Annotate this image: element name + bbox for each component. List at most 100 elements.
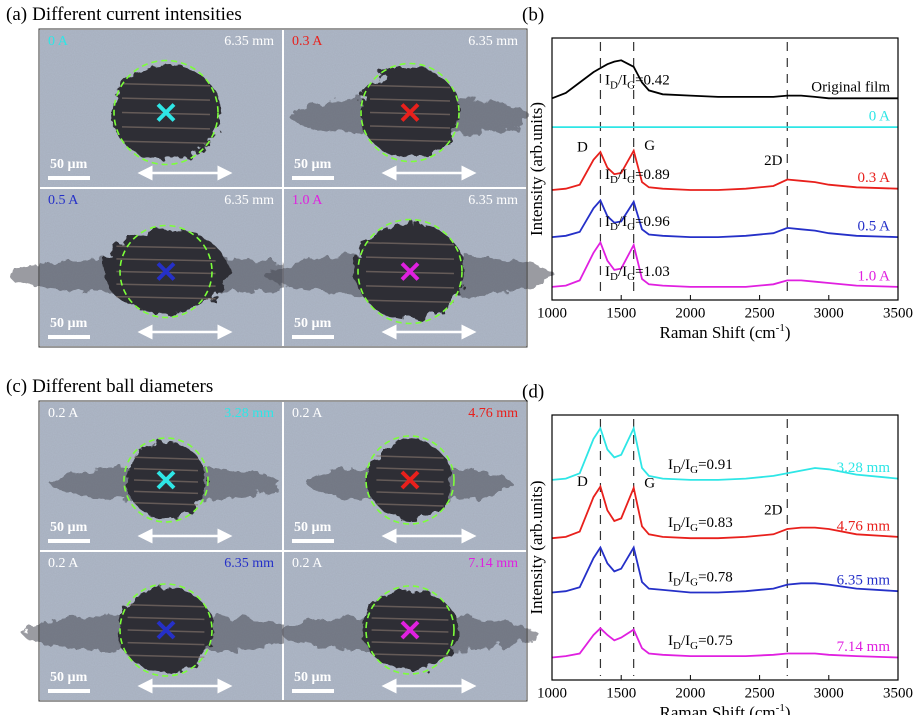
current-label: 0.2 A — [292, 556, 323, 571]
center-cross — [156, 262, 176, 281]
scar-streak — [371, 641, 449, 645]
scar-streak — [116, 245, 216, 250]
panel-title-text: Different current intensities — [32, 4, 242, 25]
diameter-label: 6.35 mm — [224, 556, 274, 571]
scar-streak — [133, 490, 199, 495]
ratio-text: = — [635, 215, 643, 231]
scar-streak — [376, 455, 444, 459]
x-axis-label: Raman Shift (cm-1) — [660, 702, 791, 715]
panel-title: (a) Different current intensities — [6, 4, 242, 25]
diameter-label: 3.28 mm — [224, 406, 274, 421]
ratio-text: = — [635, 264, 643, 280]
scar-streak — [127, 604, 205, 608]
scar-streak — [376, 491, 444, 495]
scar-streak — [365, 299, 455, 304]
plot-frame — [551, 414, 899, 681]
scale-bar — [48, 335, 90, 339]
scar-streak — [133, 456, 199, 460]
x-tick-label: 2500 — [745, 305, 775, 321]
x-label-part: ) — [785, 323, 791, 342]
series-label: 4.76 mm — [837, 518, 891, 534]
x-tick-label: 1500 — [606, 305, 636, 321]
scar-streak — [371, 653, 449, 657]
micrograph: 0.5 A 6.35 mm 50 µm — [9, 189, 323, 346]
ratio-label: ID/IG=0.91 — [668, 457, 733, 475]
scar-streak — [127, 616, 205, 621]
panel-label: (b) — [522, 4, 544, 25]
spectrum — [551, 484, 899, 540]
panel-frame — [38, 400, 528, 702]
ratio-text: D — [610, 270, 618, 282]
ratio-value: 0.42 — [644, 73, 670, 89]
scar-streak — [376, 503, 444, 507]
micrograph: 0.2 A 3.28 mm 50 µm — [40, 402, 282, 550]
series-label: Original film — [811, 80, 890, 96]
scar-streak — [127, 654, 205, 658]
scar-streak — [121, 97, 211, 101]
scar-streak — [369, 84, 451, 89]
ratio-text: /I — [681, 570, 690, 586]
center-cross — [156, 103, 176, 122]
ratio-text: /I — [618, 215, 627, 231]
contact-circle — [360, 62, 460, 163]
scar-streak — [127, 641, 205, 646]
ratio-value: 0.78 — [707, 570, 733, 586]
peak-label: 2D — [764, 502, 783, 518]
spectrum — [551, 198, 899, 238]
ratio-text: G — [627, 221, 635, 233]
plot-frame — [551, 37, 899, 301]
scale-bar — [48, 539, 90, 543]
x-tick-label: 3500 — [883, 685, 913, 701]
ratio-text: /I — [618, 264, 627, 280]
diameter-label: 6.35 mm — [468, 34, 518, 49]
x-axis-label: Raman Shift (cm-1) — [660, 322, 791, 342]
ratio-text: G — [690, 463, 698, 475]
ratio-value: 0.83 — [707, 516, 733, 532]
ratio-text: D — [673, 640, 681, 652]
diameter-label: 6.35 mm — [468, 193, 518, 208]
scar-streak — [369, 98, 451, 102]
panel-title-text: Different ball diameters — [32, 376, 213, 397]
scale-bar-label: 50 µm — [294, 520, 332, 535]
spectrum — [551, 59, 898, 100]
ratio-text: G — [690, 640, 698, 652]
ratio-text: I — [668, 516, 673, 532]
scar-streak — [121, 140, 211, 145]
current-label: 1.0 A — [292, 193, 323, 208]
ratio-text: I — [605, 264, 610, 280]
ratio-text: /I — [681, 516, 690, 532]
contact-circle — [119, 224, 213, 319]
current-label: 0.3 A — [292, 34, 323, 49]
series-label: 7.14 mm — [837, 639, 891, 655]
ratio-text: G — [627, 79, 635, 91]
contact-circle — [113, 59, 219, 166]
spectrum — [551, 545, 899, 594]
contact-circle — [123, 437, 209, 523]
scar-streak — [371, 617, 449, 621]
y-axis-label: Intensity (arb.units) — [527, 480, 546, 614]
micrograph: 0.2 A 7.14 mm 50 µm — [282, 552, 538, 700]
ratio-text: I — [605, 167, 610, 183]
ratio-text: D — [673, 576, 681, 588]
x-label-part: ) — [785, 703, 791, 715]
micrograph: 0 A 6.35 mm 50 µm — [40, 30, 282, 187]
ratio-value: 0.75 — [707, 634, 733, 650]
contact-circle — [365, 435, 455, 525]
scale-bar-label: 50 µm — [50, 316, 88, 331]
scar-streak — [133, 502, 199, 506]
scar-streak — [369, 138, 451, 143]
center-cross — [156, 470, 176, 490]
x-label-part: Raman Shift (cm — [660, 703, 776, 715]
diameter-label: 4.76 mm — [468, 406, 518, 421]
contact-circle — [357, 218, 463, 325]
ratio-text: G — [690, 522, 698, 534]
ratio-value: 0.96 — [644, 215, 671, 231]
ratio-text: D — [610, 173, 618, 185]
scar-streak — [121, 82, 211, 87]
scar-streak — [371, 605, 449, 609]
ratio-text: I — [605, 215, 610, 231]
scar-streak — [133, 467, 199, 472]
ratio-text: D — [673, 463, 681, 475]
scale-bar-label: 50 µm — [294, 316, 332, 331]
peak-label: G — [644, 475, 655, 491]
